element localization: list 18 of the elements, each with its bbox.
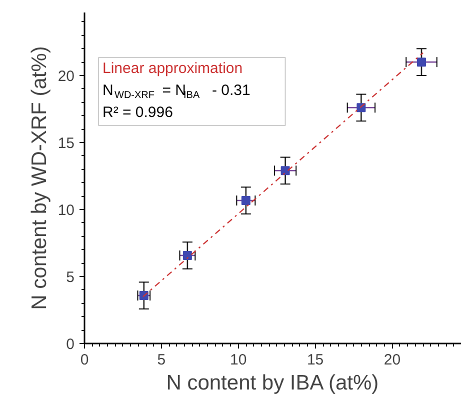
y-tick-label: 15 bbox=[58, 134, 75, 152]
y-tick-label: 20 bbox=[58, 68, 75, 85]
annotation: R² = 0.996 bbox=[102, 104, 173, 121]
x-axis-title: N content by IBA (at%) bbox=[166, 372, 379, 394]
point bbox=[280, 166, 290, 176]
point bbox=[241, 196, 250, 206]
x-tick-label: 5 bbox=[157, 352, 166, 368]
x-tick-label: 10 bbox=[230, 352, 247, 368]
x-tick-label: 15 bbox=[306, 352, 324, 368]
x-tick-label: 0 bbox=[80, 352, 89, 368]
y-tick-label: 0 bbox=[66, 336, 74, 353]
point bbox=[416, 58, 426, 67]
y-axis-title: N content by WD-XRF (at%) bbox=[28, 46, 51, 310]
y-tick-label: 10 bbox=[58, 202, 75, 219]
point bbox=[182, 250, 192, 260]
x-tick-label: 20 bbox=[384, 352, 401, 368]
text: Linear approximation bbox=[102, 60, 243, 77]
y-tick-label: 5 bbox=[66, 268, 74, 286]
